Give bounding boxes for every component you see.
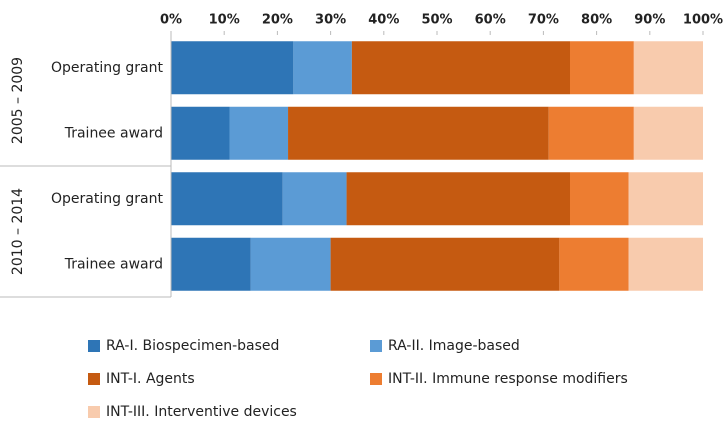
legend-swatch	[88, 340, 100, 352]
bar-segment	[171, 172, 283, 226]
bar-segment	[559, 237, 629, 291]
bar-segment	[330, 237, 560, 291]
bar-segment	[346, 172, 570, 226]
x-tick-label: 0%	[160, 13, 182, 28]
bar-segment	[570, 172, 629, 226]
x-tick-label: 70%	[528, 13, 559, 28]
bar-segment	[293, 41, 352, 95]
bar-segment	[548, 106, 634, 160]
legend-label: INT-II. Immune response modifiers	[388, 371, 628, 387]
x-tick-label: 100%	[683, 13, 723, 28]
x-tick-label: 20%	[262, 13, 293, 28]
bar-segment	[171, 41, 294, 95]
x-tick-label: 90%	[634, 13, 665, 28]
bar-segment	[171, 106, 230, 160]
category-label: Operating grant	[51, 191, 164, 207]
category-label: Trainee award	[64, 125, 163, 141]
bar-segment	[250, 237, 331, 291]
category-label: Operating grant	[51, 60, 164, 76]
bar-segment	[282, 172, 347, 226]
bar-segment	[351, 41, 570, 95]
group-label: 2005 – 2009	[10, 57, 26, 144]
bar-segment	[171, 237, 251, 291]
bar-segment	[570, 41, 634, 95]
bar-segment	[628, 237, 703, 291]
legend-swatch	[88, 406, 100, 418]
x-tick-label: 10%	[209, 13, 240, 28]
x-tick-label: 30%	[315, 13, 346, 28]
x-tick-label: 50%	[421, 13, 452, 28]
category-label: Trainee award	[64, 256, 163, 272]
bar-segment	[628, 172, 703, 226]
legend-label: INT-III. Interventive devices	[106, 404, 297, 419]
legend-label: RA-I. Biospecimen-based	[106, 338, 279, 354]
legend-label: INT-I. Agents	[106, 371, 195, 387]
bar-segment	[229, 106, 289, 160]
bar-segment	[633, 106, 703, 160]
x-tick-label: 80%	[581, 13, 612, 28]
bar-segment	[288, 106, 549, 160]
x-tick-label: 40%	[368, 13, 399, 28]
legend-swatch	[370, 373, 382, 385]
bar-segment	[633, 41, 703, 95]
legend-swatch	[88, 373, 100, 385]
legend-label: RA-II. Image-based	[388, 338, 520, 354]
x-tick-label: 60%	[475, 13, 506, 28]
group-label: 2010 – 2014	[10, 188, 26, 275]
legend-swatch	[370, 340, 382, 352]
